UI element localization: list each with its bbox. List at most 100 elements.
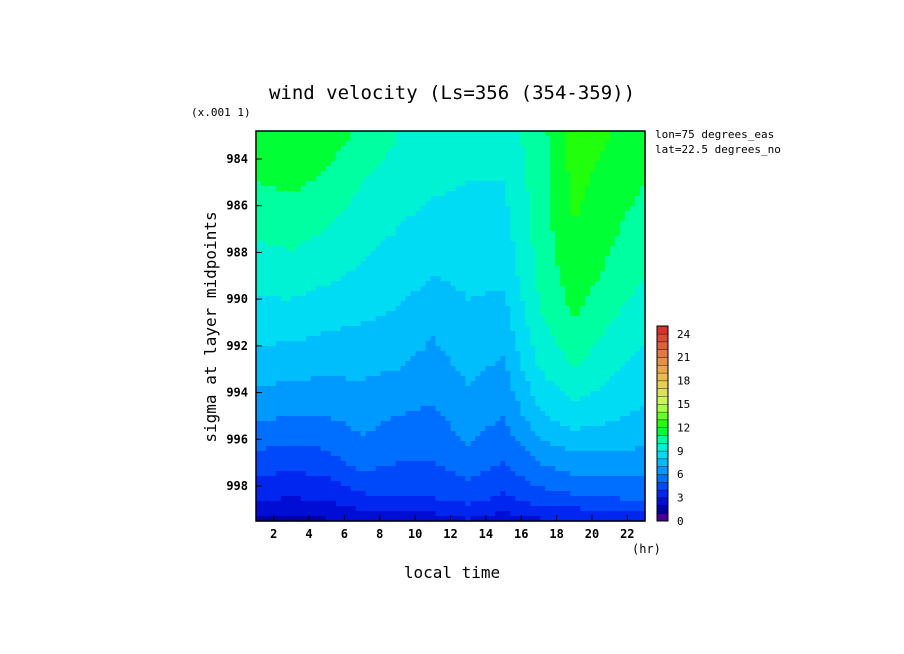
heatmap-cell	[625, 386, 631, 392]
heatmap-cell	[575, 401, 581, 407]
heatmap-cell	[340, 396, 347, 402]
heatmap-cell	[395, 171, 402, 177]
heatmap-cell	[465, 281, 472, 287]
heatmap-cell	[445, 146, 452, 152]
heatmap-cell	[385, 361, 392, 367]
heatmap-cell	[600, 176, 606, 182]
heatmap-cell	[475, 351, 482, 357]
heatmap-cell	[585, 171, 591, 177]
heatmap-cell	[435, 196, 442, 202]
heatmap-cell	[415, 226, 422, 232]
heatmap-cell	[420, 301, 427, 307]
heatmap-cell	[435, 216, 442, 222]
heatmap-cell	[590, 411, 596, 417]
heatmap-cell	[610, 306, 616, 312]
heatmap-cell	[320, 391, 327, 397]
heatmap-cell	[435, 211, 442, 217]
heatmap-cell	[605, 286, 611, 292]
heatmap-cell	[530, 161, 536, 167]
heatmap-cell	[370, 291, 377, 297]
heatmap-cell	[445, 156, 452, 162]
heatmap-cell	[400, 421, 407, 427]
heatmap-cell	[380, 241, 387, 247]
heatmap-cell	[285, 151, 292, 157]
heatmap-cell	[345, 351, 352, 357]
heatmap-cell	[560, 231, 566, 237]
heatmap-cell	[530, 186, 536, 192]
heatmap-cell	[295, 141, 302, 147]
heatmap-cell	[320, 201, 327, 207]
heatmap-cell	[370, 241, 377, 247]
heatmap-cell	[480, 331, 487, 337]
heatmap-cell	[600, 216, 606, 222]
heatmap-cell	[560, 216, 566, 222]
heatmap-cell	[325, 136, 332, 142]
heatmap-cell	[315, 156, 322, 162]
heatmap-cell	[360, 311, 367, 317]
heatmap-cell	[625, 296, 631, 302]
heatmap-cell	[375, 356, 382, 362]
heatmap-cell	[545, 201, 551, 207]
heatmap-cell	[455, 386, 462, 392]
heatmap-cell	[420, 416, 427, 422]
heatmap-cell	[310, 321, 317, 327]
heatmap-cell	[400, 331, 407, 337]
heatmap-cell	[425, 396, 432, 402]
heatmap-cell	[470, 206, 477, 212]
heatmap-cell	[585, 391, 591, 397]
heatmap-cell	[515, 371, 521, 377]
heatmap-cell	[555, 446, 561, 452]
heatmap-cell	[510, 256, 516, 262]
heatmap-cell	[360, 381, 367, 387]
heatmap-cell	[580, 371, 586, 377]
heatmap-cell	[620, 421, 626, 427]
heatmap-cell	[495, 421, 501, 427]
heatmap-cell	[515, 406, 521, 412]
heatmap-cell	[510, 326, 516, 332]
heatmap-cell	[300, 161, 307, 167]
heatmap-cell	[505, 426, 511, 432]
heatmap-cell	[640, 196, 646, 202]
heatmap-cell	[445, 291, 452, 297]
heatmap-cell	[400, 316, 407, 322]
heatmap-cell	[570, 436, 576, 442]
heatmap-cell	[290, 366, 297, 372]
heatmap-cell	[575, 221, 581, 227]
heatmap-cell	[540, 311, 546, 317]
heatmap-cell	[570, 321, 576, 327]
heatmap-cell	[505, 156, 511, 162]
heatmap-cell	[505, 416, 511, 422]
heatmap-cell	[405, 331, 412, 337]
heatmap-cell	[435, 136, 442, 142]
heatmap-cell	[475, 396, 482, 402]
heatmap-cell	[375, 446, 382, 452]
heatmap-cell	[450, 416, 457, 422]
heatmap-cell	[495, 186, 501, 192]
heatmap-cell	[455, 416, 462, 422]
heatmap-cell	[540, 246, 546, 252]
heatmap-cell	[510, 346, 516, 352]
heatmap-cell	[575, 391, 581, 397]
heatmap-cell	[505, 296, 511, 302]
heatmap-cell	[295, 231, 302, 237]
heatmap-cell	[580, 171, 586, 177]
heatmap-cell	[555, 236, 561, 242]
heatmap-cell	[390, 251, 397, 257]
heatmap-cell	[405, 386, 412, 392]
heatmap-cell	[325, 181, 332, 187]
heatmap-cell	[575, 231, 581, 237]
heatmap-cell	[275, 436, 282, 442]
heatmap-cell	[405, 266, 412, 272]
heatmap-cell	[350, 421, 357, 427]
heatmap-cell	[605, 336, 611, 342]
heatmap-cell	[260, 141, 267, 147]
heatmap-cell	[605, 376, 611, 382]
heatmap-cell	[290, 291, 297, 297]
heatmap-cell	[585, 141, 591, 147]
heatmap-cell	[615, 256, 621, 262]
heatmap-cell	[630, 131, 636, 137]
heatmap-cell	[425, 331, 432, 337]
heatmap-cell	[330, 371, 337, 377]
heatmap-cell	[550, 296, 556, 302]
heatmap-cell	[300, 396, 307, 402]
